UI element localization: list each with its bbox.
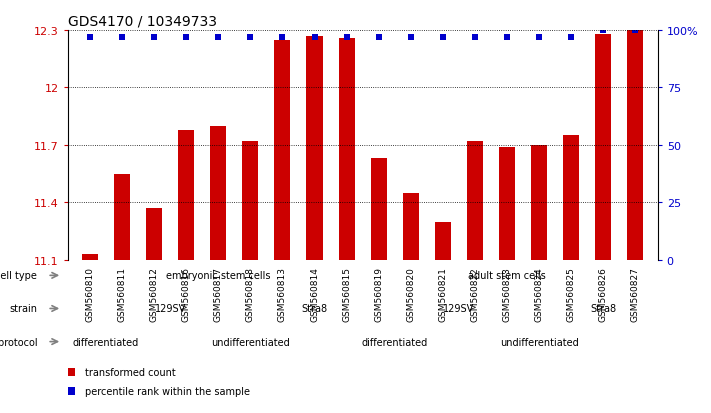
Bar: [146, 209, 162, 260]
Text: 129SV: 129SV: [154, 304, 186, 314]
Bar: [242, 142, 258, 260]
Bar: [467, 142, 483, 260]
Text: 129SV: 129SV: [443, 304, 474, 314]
Text: transformed count: transformed count: [85, 367, 176, 377]
Text: adult stem cells: adult stem cells: [468, 271, 546, 281]
Bar: [82, 254, 98, 260]
Bar: [434, 222, 451, 260]
Text: differentiated: differentiated: [362, 337, 428, 347]
Text: Stra8: Stra8: [301, 304, 328, 314]
Text: embryonic stem cells: embryonic stem cells: [166, 271, 270, 281]
Bar: [114, 174, 130, 260]
Text: differentiated: differentiated: [73, 337, 139, 347]
Bar: [595, 35, 611, 260]
Text: strain: strain: [9, 304, 37, 314]
Bar: [338, 39, 355, 260]
Bar: [531, 146, 547, 260]
Text: GDS4170 / 10349733: GDS4170 / 10349733: [68, 14, 217, 28]
Text: cell type: cell type: [0, 271, 37, 281]
Bar: [563, 136, 579, 260]
Text: percentile rank within the sample: percentile rank within the sample: [85, 386, 250, 396]
Bar: [627, 31, 643, 260]
Text: undifferentiated: undifferentiated: [500, 337, 578, 347]
Text: Stra8: Stra8: [590, 304, 616, 314]
Text: growth protocol: growth protocol: [0, 337, 37, 347]
Bar: [402, 193, 419, 260]
Text: undifferentiated: undifferentiated: [211, 337, 289, 347]
Bar: [306, 37, 323, 260]
Bar: [274, 40, 291, 260]
Bar: [370, 159, 387, 260]
Bar: [210, 126, 226, 260]
Bar: [499, 147, 515, 260]
Bar: [178, 131, 194, 260]
